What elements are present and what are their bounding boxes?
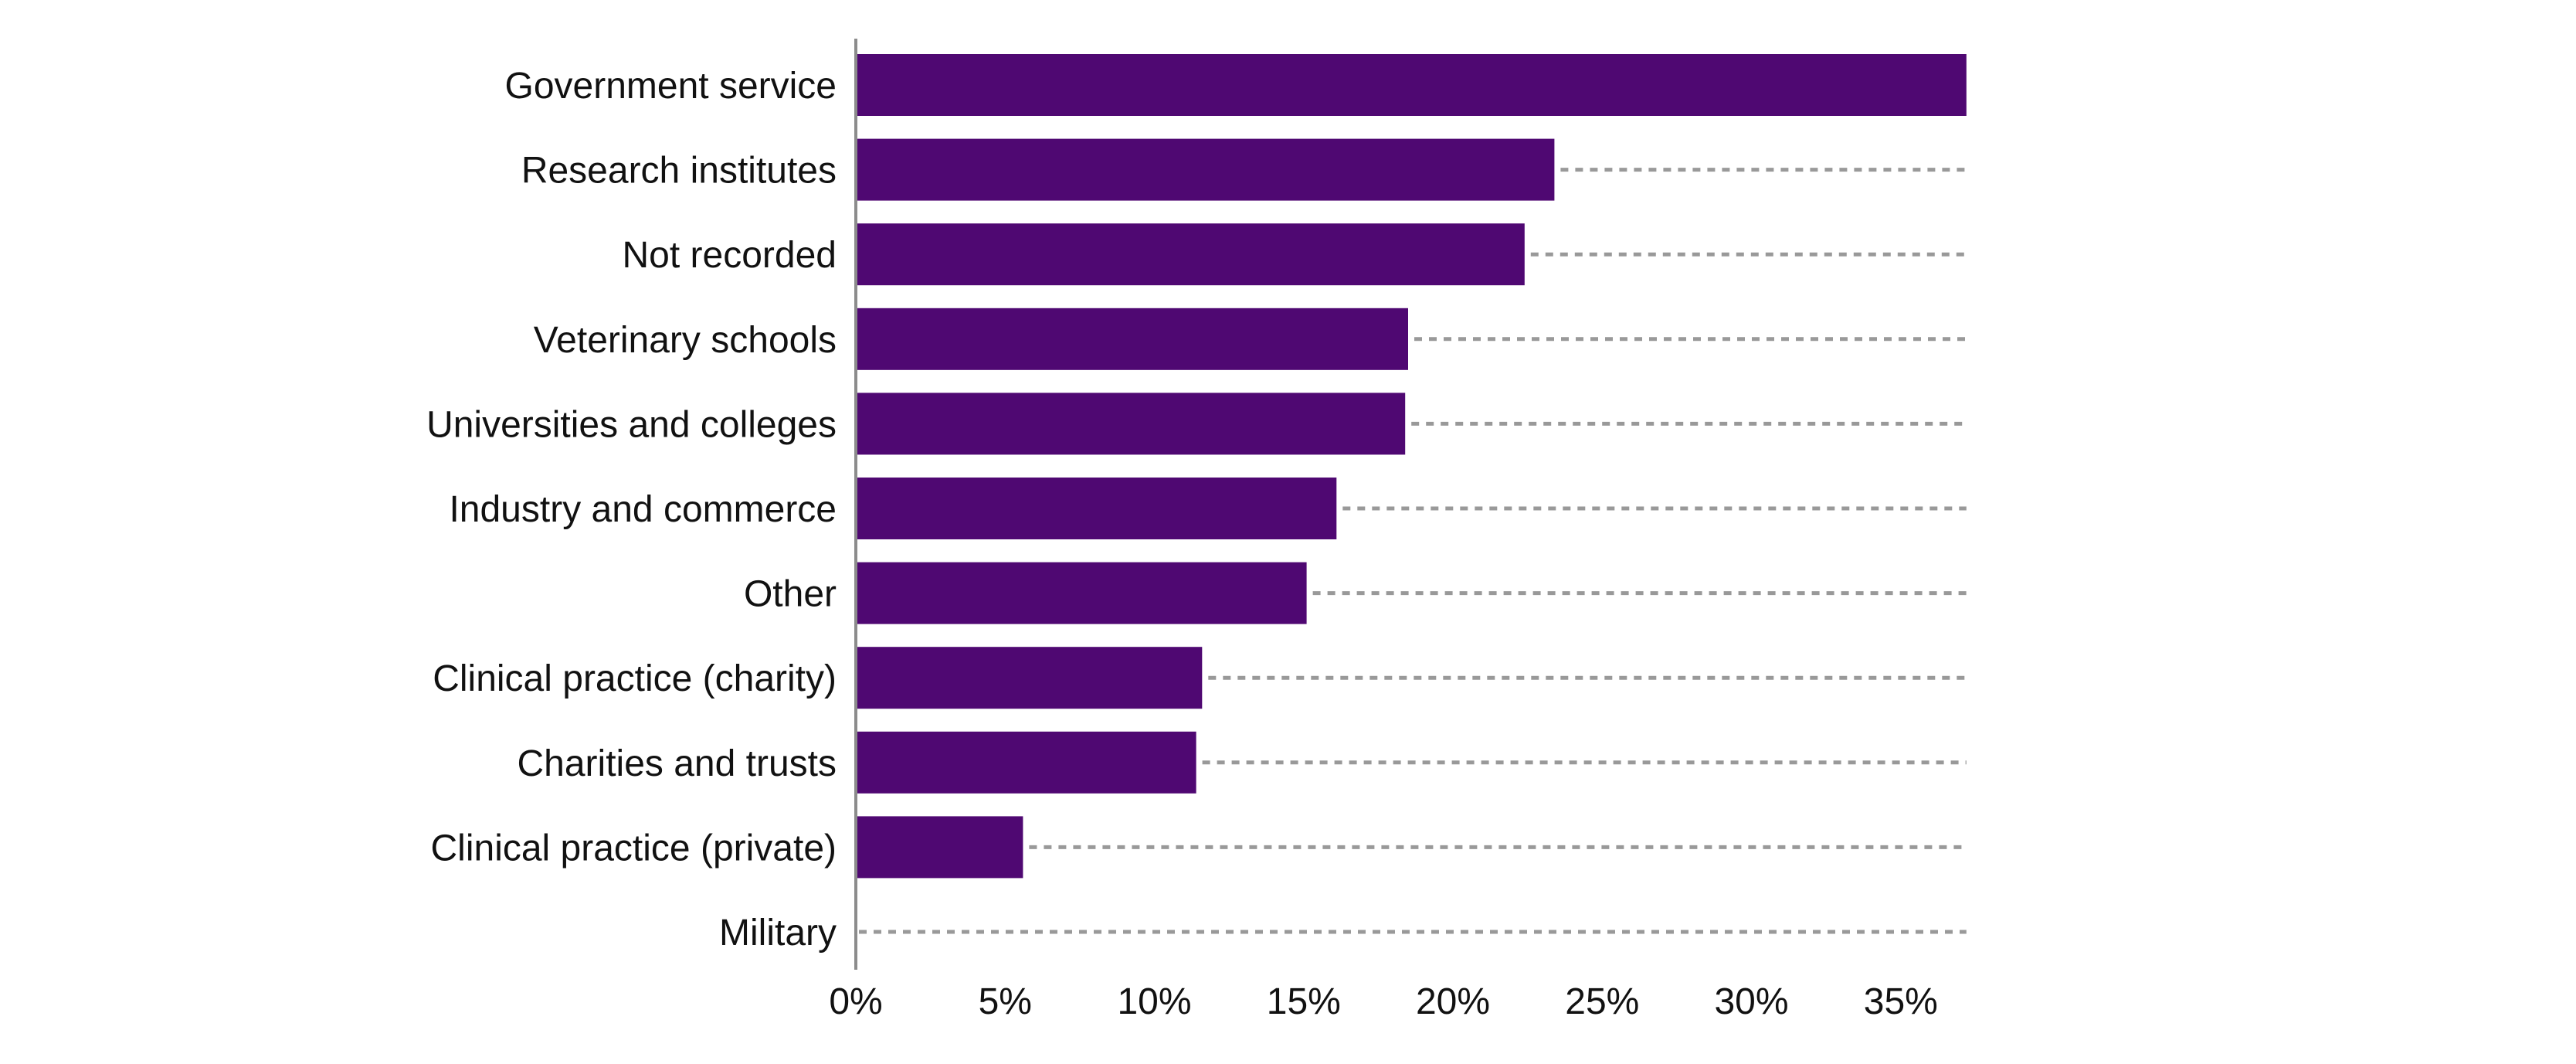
category-label: Universities and colleges xyxy=(426,404,837,445)
x-tick-label: 30% xyxy=(1714,981,1788,1022)
bar xyxy=(856,54,1967,116)
bar xyxy=(856,308,1408,370)
category-label: Government service xyxy=(505,66,837,107)
bar xyxy=(856,647,1203,709)
category-labels: Government service Research institutes Not… xyxy=(426,66,837,954)
category-label: Military xyxy=(719,913,837,954)
bar xyxy=(856,731,1196,794)
category-label: Research institutes xyxy=(521,151,837,192)
x-axis-ticks: 0% 5% 10% 15% 20% 25% 30% 35% xyxy=(829,981,1938,1022)
bar xyxy=(856,562,1307,624)
category-label: Charities and trusts xyxy=(517,743,837,784)
bar xyxy=(856,393,1406,455)
bars xyxy=(856,54,1967,879)
x-tick-label: 35% xyxy=(1864,981,1938,1022)
category-label: Veterinary schools xyxy=(534,320,837,361)
x-tick-label: 25% xyxy=(1565,981,1639,1022)
category-label: Clinical practice (private) xyxy=(431,828,837,869)
category-label: Other xyxy=(744,574,837,615)
x-tick-label: 20% xyxy=(1416,981,1490,1022)
category-label: Clinical practice (charity) xyxy=(433,658,837,699)
remainder-lines xyxy=(859,168,1967,934)
x-tick-label: 15% xyxy=(1267,981,1341,1022)
bar xyxy=(856,478,1337,539)
bar xyxy=(856,223,1525,286)
x-tick-label: 10% xyxy=(1117,981,1191,1022)
category-label: Not recorded xyxy=(623,235,837,276)
bar xyxy=(856,138,1555,201)
bar xyxy=(856,816,1023,879)
category-label: Industry and commerce xyxy=(449,489,837,530)
x-tick-label: 5% xyxy=(979,981,1032,1022)
x-tick-label: 0% xyxy=(829,981,882,1022)
